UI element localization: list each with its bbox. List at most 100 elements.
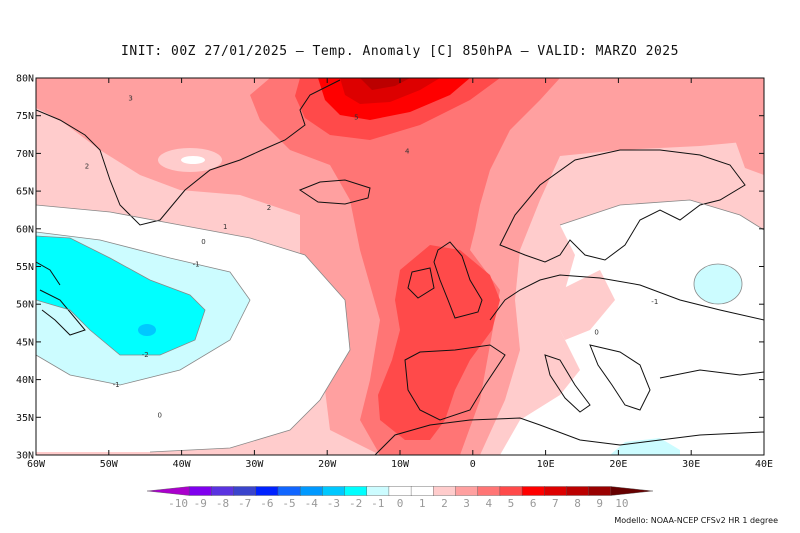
- lat-tick-label: 50N: [16, 300, 34, 311]
- colorbar-swatch: [410, 486, 434, 496]
- colorbar-label: 4: [485, 497, 492, 510]
- europe-coast: [489, 274, 764, 321]
- anomaly-minus2-west: [36, 236, 205, 355]
- colorbar-swatch: [366, 486, 390, 496]
- anomaly-plus8-zone: [360, 78, 410, 90]
- contour-label: 2: [267, 204, 271, 212]
- colorbar-label: 2: [441, 497, 448, 510]
- colorbar-swatch: [610, 486, 654, 496]
- latitude-axis: 80N 75N 70N 65N 60N 55N 50N 45N 40N 35N 30N: [16, 74, 764, 462]
- lat-tick-label: 30N: [16, 451, 34, 462]
- colorbar-label: -8: [216, 497, 229, 510]
- contour-label: -1: [651, 298, 658, 306]
- lon-tick-label: 0: [470, 459, 476, 470]
- lat-tick-label: 70N: [16, 149, 34, 160]
- colorbar-swatch: [188, 486, 213, 496]
- anomaly-minus1-southeast: [610, 438, 680, 455]
- colorbar-label: -6: [260, 497, 273, 510]
- contour-label: -1: [113, 381, 120, 389]
- colorbar-swatch: [588, 486, 612, 496]
- lon-tick-label: 30W: [245, 459, 264, 470]
- colorbar-label: 1: [419, 497, 426, 510]
- contour-minus1-west: [36, 231, 251, 386]
- colorbar-label: 0: [397, 497, 404, 510]
- lon-tick-label: 40E: [755, 459, 773, 470]
- africa-coast: [374, 417, 764, 455]
- colorbar-swatch: [388, 486, 412, 496]
- contour-label: 4: [405, 147, 410, 155]
- anomaly-zero-east: [500, 200, 764, 455]
- colorbar-swatch: [455, 486, 479, 496]
- lon-tick-label: 20W: [318, 459, 337, 470]
- lat-tick-label: 40N: [16, 375, 34, 386]
- ireland-coast: [407, 267, 435, 299]
- colorbar-label: 9: [596, 497, 603, 510]
- labrador-coast: [36, 261, 61, 286]
- colorbar-swatch: [211, 486, 235, 496]
- lon-tick-label: 50W: [100, 459, 119, 470]
- greenland-coast: [36, 79, 341, 226]
- contour-label: 5: [354, 113, 358, 121]
- colorbar-swatch: [146, 486, 190, 496]
- lat-tick-label: 45N: [16, 337, 34, 348]
- lon-tick-label: 40W: [173, 459, 192, 470]
- iceland-coast: [298, 179, 371, 205]
- colorbar-swatch: [277, 486, 301, 496]
- lon-tick-label: 10W: [391, 459, 410, 470]
- anomaly-minus3-spot: [138, 324, 156, 336]
- colorbar-label: 10: [615, 497, 628, 510]
- colorbar-label: 7: [552, 497, 559, 510]
- longitude-axis: 60W 50W 40W 30W 20W 10W 0 10E 20E 30E 40E: [27, 78, 773, 470]
- colorbar-label: -4: [305, 497, 319, 510]
- contour-zero-west: [36, 204, 351, 453]
- colorbar-swatch: [477, 486, 501, 496]
- colorbar-label: -9: [194, 497, 207, 510]
- colorbar-swatch: [566, 486, 590, 496]
- contour-label: -1: [193, 261, 200, 269]
- map-title: INIT: 00Z 27/01/2025 – Temp. Anomaly [C]…: [121, 44, 679, 59]
- colorbar-label: -7: [238, 497, 251, 510]
- land-outlines: [36, 79, 764, 455]
- iberia-coast: [404, 344, 506, 421]
- lat-tick-label: 60N: [16, 224, 34, 235]
- anomaly-plus3-northeast: [735, 130, 764, 175]
- contour-label: 0: [158, 411, 162, 419]
- contour-lines: [36, 199, 764, 453]
- colorbar-label: -5: [282, 497, 295, 510]
- colorbar-label: -10: [168, 497, 188, 510]
- contour-minus1-east: [693, 263, 743, 305]
- colorbar-swatch: [499, 486, 523, 496]
- anomaly-plus3-spot: [181, 156, 205, 164]
- colorbar-swatch: [433, 486, 457, 496]
- lat-tick-label: 75N: [16, 111, 34, 122]
- colorbar-swatch: [233, 486, 257, 496]
- contour-label: 1: [223, 223, 227, 231]
- colorbar-label: 8: [574, 497, 581, 510]
- lat-tick-label: 65N: [16, 187, 34, 198]
- colorbar-swatch: [344, 486, 368, 496]
- colorbar-swatch: [544, 486, 568, 496]
- contour-zero-east: [559, 199, 764, 231]
- colorbar-swatch: [255, 486, 279, 496]
- italy-coast: [544, 354, 591, 413]
- colorbar-label: 5: [508, 497, 515, 510]
- colorbar-swatch: [299, 486, 324, 496]
- contour-label: 0: [594, 328, 598, 336]
- colorbar-swatch: [521, 486, 545, 496]
- lon-tick-label: 20E: [609, 459, 627, 470]
- contour-label: 2: [85, 162, 89, 170]
- lon-tick-label: 10E: [537, 459, 555, 470]
- lat-tick-label: 35N: [16, 413, 34, 424]
- balkans-coast: [589, 344, 651, 411]
- colorbar-label: -3: [327, 497, 340, 510]
- colorbar-swatch: [322, 486, 346, 496]
- colorbar: -10 -9 -8 -7 -6 -5 -4 -3 -2 -1 0 1 2 3 4 5 6 7 8 9 10: [146, 486, 654, 510]
- anomaly-plus7-zone: [340, 78, 440, 104]
- contour-minus2-west: [36, 235, 206, 356]
- anomaly-plus2-east: [555, 270, 615, 340]
- lon-tick-label: 30E: [682, 459, 700, 470]
- colorbar-label: 6: [530, 497, 537, 510]
- contour-labels: 3 5 4 2 2 1 0 -1 -2 -1 0 -1 0: [85, 95, 659, 420]
- colorbar-label: -1: [371, 497, 384, 510]
